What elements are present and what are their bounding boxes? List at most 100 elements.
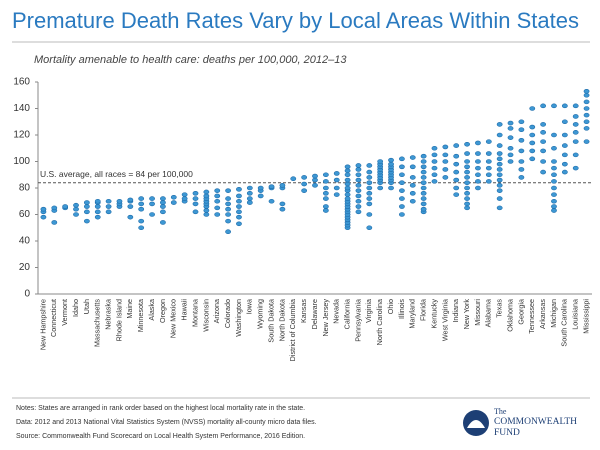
dot <box>160 196 166 201</box>
dot <box>105 204 112 209</box>
chart-title: Premature Death Rates Vary by Local Area… <box>12 8 579 33</box>
x-tick-label: Ohio <box>386 299 395 314</box>
logo-icon-shape <box>467 420 485 428</box>
dot <box>160 209 166 215</box>
note: Notes: States are arranged in rank order… <box>16 405 305 412</box>
dot <box>431 179 438 184</box>
dot <box>149 196 155 201</box>
dot <box>236 209 242 215</box>
x-tick-label: New Hampshire <box>38 299 47 350</box>
x-tick-label: West Virginia <box>440 299 449 341</box>
dot <box>257 193 264 199</box>
dot <box>366 180 373 185</box>
dot <box>442 152 449 158</box>
dot <box>496 122 503 127</box>
x-tick-label: Louisiana <box>571 299 580 330</box>
reference-label: U.S. average, all races = 84 per 100,000 <box>40 169 193 179</box>
dot <box>355 204 362 209</box>
x-tick-label: Delaware <box>310 299 319 329</box>
dot <box>518 159 525 164</box>
dot <box>464 196 470 201</box>
x-tick-label: Oklahoma <box>505 299 514 332</box>
dot <box>496 151 503 156</box>
dot <box>377 185 384 191</box>
dot <box>431 172 438 178</box>
dot <box>116 198 123 204</box>
y-tick-label: 140 <box>13 103 30 114</box>
x-tick-label: District of Columbia <box>288 299 297 361</box>
dot <box>442 159 449 164</box>
dot <box>73 202 79 208</box>
dot <box>214 205 221 211</box>
dot <box>160 200 166 205</box>
x-tick-label: Florida <box>419 299 428 321</box>
dot <box>409 191 416 196</box>
chart-subtitle: Mortality amenable to health care: death… <box>34 54 347 66</box>
dot <box>236 193 242 199</box>
x-tick-label: South Carolina <box>560 299 569 347</box>
dot <box>214 188 221 193</box>
dot <box>420 153 427 159</box>
dot <box>225 229 231 235</box>
x-tick-label: Connecticut <box>49 299 58 337</box>
dot <box>399 196 405 201</box>
dot <box>420 196 427 201</box>
dot <box>355 188 362 193</box>
dot <box>236 187 242 192</box>
dot <box>464 191 470 196</box>
dot <box>540 148 547 154</box>
dot <box>453 153 460 159</box>
dot <box>127 197 134 203</box>
dot <box>518 148 525 154</box>
dot <box>62 204 69 209</box>
dot <box>399 204 405 209</box>
dot <box>518 138 525 143</box>
dot <box>507 152 514 158</box>
dot <box>388 185 394 191</box>
x-tick-label: Mississippi <box>581 299 590 334</box>
dot <box>572 139 579 144</box>
logo-text: FUND <box>494 428 520 438</box>
dot <box>322 208 329 213</box>
dot <box>268 198 275 204</box>
dot <box>127 214 134 220</box>
dot <box>225 206 231 212</box>
dot <box>192 209 199 215</box>
dot <box>51 205 58 211</box>
dot <box>312 177 318 183</box>
dot <box>529 148 536 154</box>
dot <box>485 165 492 171</box>
dot <box>399 188 405 193</box>
dot <box>225 196 231 201</box>
dot <box>366 201 373 207</box>
dot <box>355 167 362 172</box>
dot <box>73 212 79 217</box>
dot <box>453 185 460 191</box>
dot <box>583 88 590 94</box>
x-tick-label: Maryland <box>408 299 417 329</box>
x-tick-label: Wyoming <box>256 299 265 329</box>
x-tick-label: Alaska <box>147 299 156 321</box>
dot <box>83 200 90 205</box>
dot <box>496 161 503 167</box>
dot <box>583 112 590 118</box>
dot <box>236 198 242 204</box>
x-tick-label: Montana <box>190 299 199 327</box>
dot <box>551 103 557 109</box>
dot <box>149 201 155 207</box>
dot <box>420 159 427 164</box>
dot <box>551 185 557 191</box>
dot <box>83 204 90 209</box>
dot <box>475 165 481 171</box>
dot <box>236 221 242 227</box>
dot <box>377 159 384 164</box>
dot <box>355 183 362 188</box>
dot <box>344 192 351 197</box>
dot <box>225 212 231 217</box>
dot <box>464 201 470 207</box>
x-tick-label: New Jersey <box>321 299 330 337</box>
dot <box>464 175 470 180</box>
dot <box>420 201 427 207</box>
dot <box>83 218 90 224</box>
dot <box>333 177 340 183</box>
